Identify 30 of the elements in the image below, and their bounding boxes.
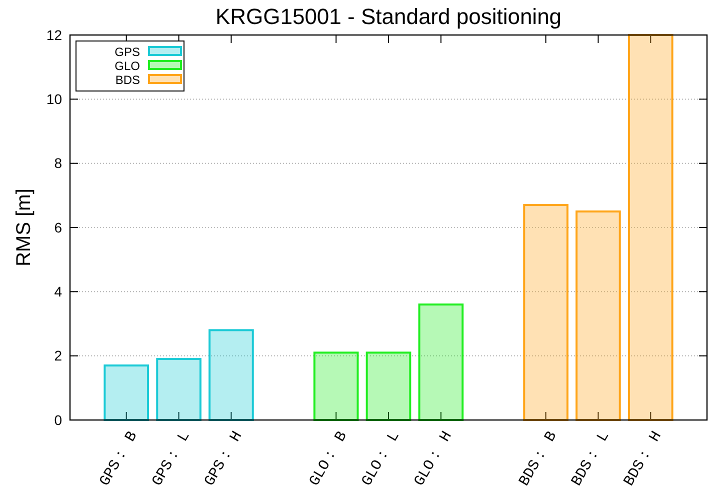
x-tick-label: GPS： B	[96, 428, 142, 490]
legend-label: GLO	[114, 59, 140, 74]
x-tick-label: GLO： B	[306, 428, 351, 490]
y-tick-label: 10	[46, 91, 62, 108]
y-axis-title: RMS [m]	[13, 188, 35, 266]
legend-label: GPS	[114, 45, 140, 60]
x-tick-label: BDS： H	[620, 428, 666, 490]
x-tick-label: GLO： H	[411, 428, 456, 490]
bar	[523, 204, 568, 421]
bar	[418, 304, 464, 421]
bar	[628, 34, 674, 421]
bar	[104, 364, 150, 421]
bar	[366, 352, 412, 421]
x-tick-label: BDS： B	[516, 428, 561, 490]
x-tick-label: GPS： L	[148, 428, 194, 490]
chart-title: KRGG15001 - Standard positioning	[215, 4, 562, 29]
x-tick-label: GLO： L	[358, 428, 404, 490]
y-tick-label: 6	[54, 219, 62, 236]
y-tick-label: 8	[54, 155, 62, 172]
y-tick-label: 12	[46, 26, 62, 43]
bar	[156, 358, 202, 421]
bar	[576, 210, 621, 421]
legend-label: BDS	[115, 73, 140, 88]
x-tick-label: BDS： L	[568, 428, 614, 490]
y-tick-label: 4	[54, 284, 62, 300]
y-tick-label: 2	[54, 348, 62, 364]
y-tick-label: 0	[54, 412, 62, 428]
bar	[313, 352, 359, 421]
bar	[208, 329, 254, 421]
x-tick-label: GPS： H	[201, 428, 246, 490]
